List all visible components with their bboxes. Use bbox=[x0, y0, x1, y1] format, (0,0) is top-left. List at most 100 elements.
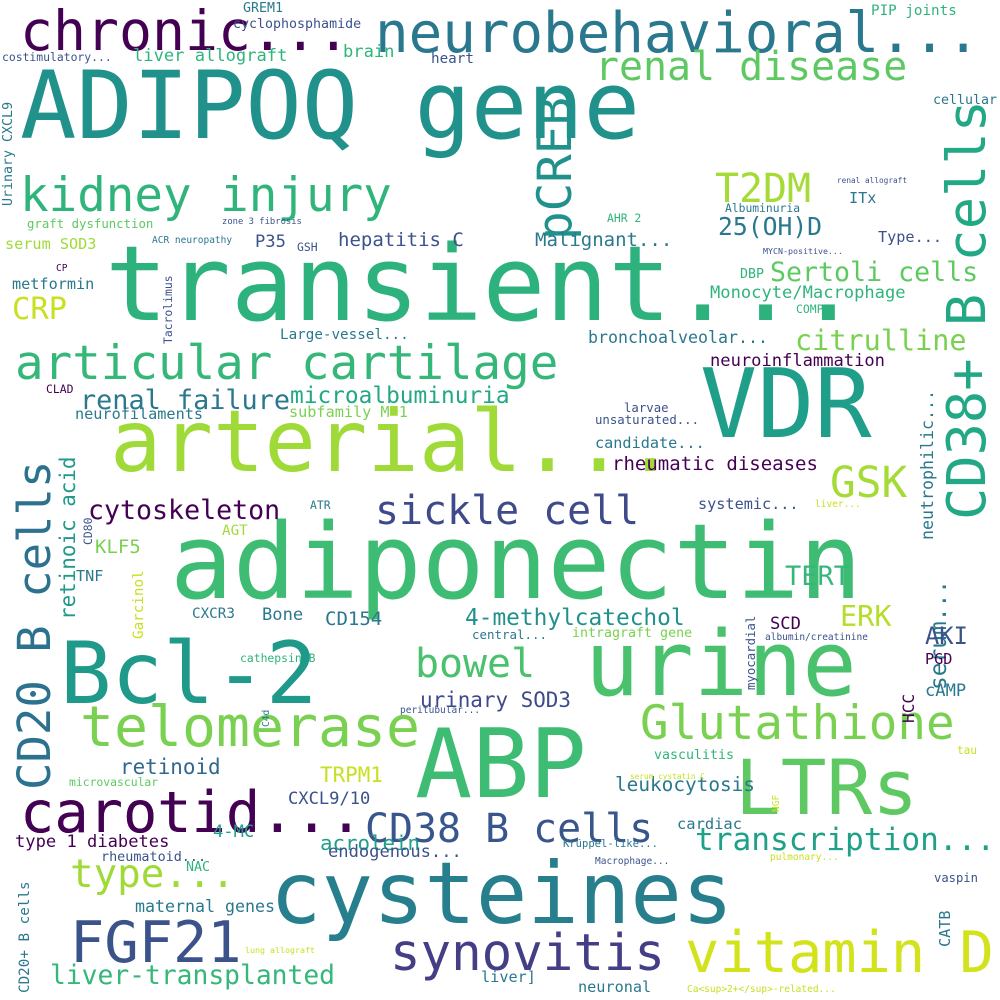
word-bone: Bone bbox=[262, 605, 304, 625]
word-scd: SCD bbox=[770, 614, 801, 634]
word-bronchoalveolar: bronchoalveolar... bbox=[588, 328, 768, 347]
word-arterial: arterial... bbox=[110, 393, 677, 492]
word-kidney-injury: kidney injury bbox=[20, 168, 392, 223]
word-microvascular: microvascular bbox=[69, 775, 159, 789]
word-rheumatoid: rheumatoid... bbox=[101, 850, 207, 865]
word-dbp: DBP bbox=[740, 267, 765, 282]
word-type: type... bbox=[70, 852, 235, 897]
word-unsaturated: unsaturated... bbox=[595, 413, 700, 427]
word-ltrs: LTRs bbox=[735, 743, 919, 832]
word-urinary-cxcl9: Urinary CXCL9 bbox=[1, 101, 16, 206]
word-tacrolimus: Tacrolimus bbox=[161, 275, 175, 344]
word-retinoid: retinoid bbox=[120, 755, 221, 779]
word-bcl-2: Bcl-2 bbox=[60, 625, 318, 724]
word-type: Type... bbox=[878, 228, 943, 246]
word-albuminuria: Albuminuria bbox=[725, 201, 801, 215]
word-urinary-sod3: urinary SOD3 bbox=[420, 688, 571, 712]
word-neurofilaments: neurofilaments bbox=[75, 405, 204, 423]
word-systemic: systemic... bbox=[698, 495, 799, 513]
word-retinoic-acid: retinoic acid bbox=[56, 456, 80, 620]
word-nac: NAC bbox=[186, 860, 211, 875]
word-vdr: VDR bbox=[700, 350, 872, 460]
word-atr: ATR bbox=[310, 498, 331, 512]
word-urine: urine bbox=[585, 612, 857, 717]
word-catb: CATB bbox=[936, 910, 954, 947]
word-type-1-diabetes: type 1 diabetes bbox=[15, 832, 170, 852]
word-pulmonary: pulmonary... bbox=[770, 852, 839, 863]
word-hepatitis-c: hepatitis C bbox=[338, 229, 464, 251]
word-cardiac: cardiac bbox=[677, 815, 742, 833]
word-renal-disease: renal disease bbox=[595, 44, 908, 90]
word-albumin-creatinine: albumin/creatinine bbox=[765, 632, 868, 643]
word-tnf: TNF bbox=[76, 567, 104, 585]
word-central: central... bbox=[472, 627, 548, 642]
word-rheumatic-diseases: rheumatic diseases bbox=[612, 453, 818, 475]
word-carotid: carotid... bbox=[20, 780, 364, 846]
word-mycn-positive: MYCN-positive... bbox=[763, 246, 843, 256]
word-synovitis: synovitis bbox=[390, 923, 665, 982]
word-cd154: CD154 bbox=[325, 608, 383, 630]
word-cellular: cellular bbox=[933, 93, 998, 108]
word-25-oh-d: 25(OH)D bbox=[718, 212, 823, 241]
word-camp: cAMP bbox=[925, 681, 967, 701]
word-larvae: larvae bbox=[624, 401, 669, 415]
word-liver: liver... bbox=[815, 499, 861, 510]
word-chronic: chronic... bbox=[20, 0, 350, 63]
word-citrulline: citrulline bbox=[795, 324, 967, 357]
word-malignant: Malignant... bbox=[535, 229, 673, 251]
word-pgd: PGD bbox=[925, 650, 953, 668]
word-trpm1: TRPM1 bbox=[320, 763, 383, 787]
word-neurobehavioral: neurobehavioral... bbox=[375, 1, 981, 66]
word-myocardial: myocardial bbox=[744, 615, 758, 690]
word-cysteines: cysteines bbox=[270, 845, 734, 944]
word-sertoli-cells: Sertoli cells bbox=[770, 257, 979, 288]
word-metformin: metformin bbox=[12, 275, 95, 293]
word-cd20-b-cells: CD20 B cells bbox=[8, 460, 61, 790]
word-p35: P35 bbox=[255, 232, 286, 252]
word-t2dm: T2DM bbox=[715, 166, 812, 212]
word-neuronal: neuronal bbox=[578, 978, 652, 996]
word-4-mc: 4-MC bbox=[213, 822, 255, 842]
word-bowel: bowel bbox=[415, 641, 536, 687]
word-c4d: C4d bbox=[261, 709, 272, 727]
word-maternal-genes: maternal genes bbox=[135, 897, 275, 916]
word-monocyte-macrophage: Monocyte/Macrophage bbox=[710, 283, 906, 303]
word-neuroinflammation: neuroinflammation bbox=[710, 351, 885, 371]
word-transcription: transcription... bbox=[695, 822, 996, 858]
word-acr-neuropathy: ACR neuropathy bbox=[152, 235, 233, 246]
word-liver-allograft: liver allograft bbox=[133, 46, 288, 66]
word-lung-allograft: lung allograft bbox=[245, 945, 315, 955]
word-4-methylcatechol: 4-methylcatechol bbox=[465, 605, 685, 631]
word-glutathione: Glutathione bbox=[640, 696, 955, 751]
word-cd20-b-cells: CD20+ B cells bbox=[17, 881, 33, 993]
word-cyclophosphamide: cyclophosphamide bbox=[233, 17, 362, 32]
word-klf5: KLF5 bbox=[95, 536, 141, 558]
word-cxcr3: CXCR3 bbox=[192, 606, 235, 622]
word-graft-dysfunction: graft dysfunction bbox=[27, 217, 154, 231]
word-transient: transient... bbox=[105, 223, 860, 345]
word-sickle-cell: sickle cell bbox=[375, 488, 640, 534]
word-acrolein: acrolein bbox=[320, 831, 421, 855]
word-cd80: CD80 bbox=[81, 517, 95, 545]
word-cytoskeleton: cytoskeleton bbox=[88, 495, 281, 526]
word-large-vessel: Large-vessel... bbox=[280, 327, 409, 343]
word-articular-cartilage: articular cartilage bbox=[15, 336, 559, 391]
word-itx: ITx bbox=[849, 189, 877, 207]
word-fgf21: FGF21 bbox=[70, 910, 242, 976]
word-pip-joints: PIP joints bbox=[871, 3, 957, 19]
word-liver: liver] bbox=[481, 968, 536, 986]
word-ngf: NGF bbox=[771, 794, 782, 812]
word-pcreb: pCREB bbox=[528, 97, 583, 240]
word-endogenous: endogenous... bbox=[328, 842, 462, 862]
word-serum-cystatin-c: serum cystatin C bbox=[630, 772, 705, 781]
word-adipoq-gene: ADIPOQ gene bbox=[20, 52, 640, 161]
word-gsh: GSH bbox=[297, 240, 318, 254]
word-carotid: carotid... bbox=[20, 780, 364, 846]
word-candidate: candidate... bbox=[595, 434, 705, 452]
word-tert: TERT bbox=[785, 561, 850, 592]
word-ahr-2: AHR 2 bbox=[607, 211, 642, 225]
word-grem1: GREM1 bbox=[243, 1, 283, 16]
word-cxcl9-10: CXCL9/10 bbox=[288, 789, 371, 809]
word-zone-3-fibrosis: zone 3 fibrosis bbox=[222, 217, 302, 227]
